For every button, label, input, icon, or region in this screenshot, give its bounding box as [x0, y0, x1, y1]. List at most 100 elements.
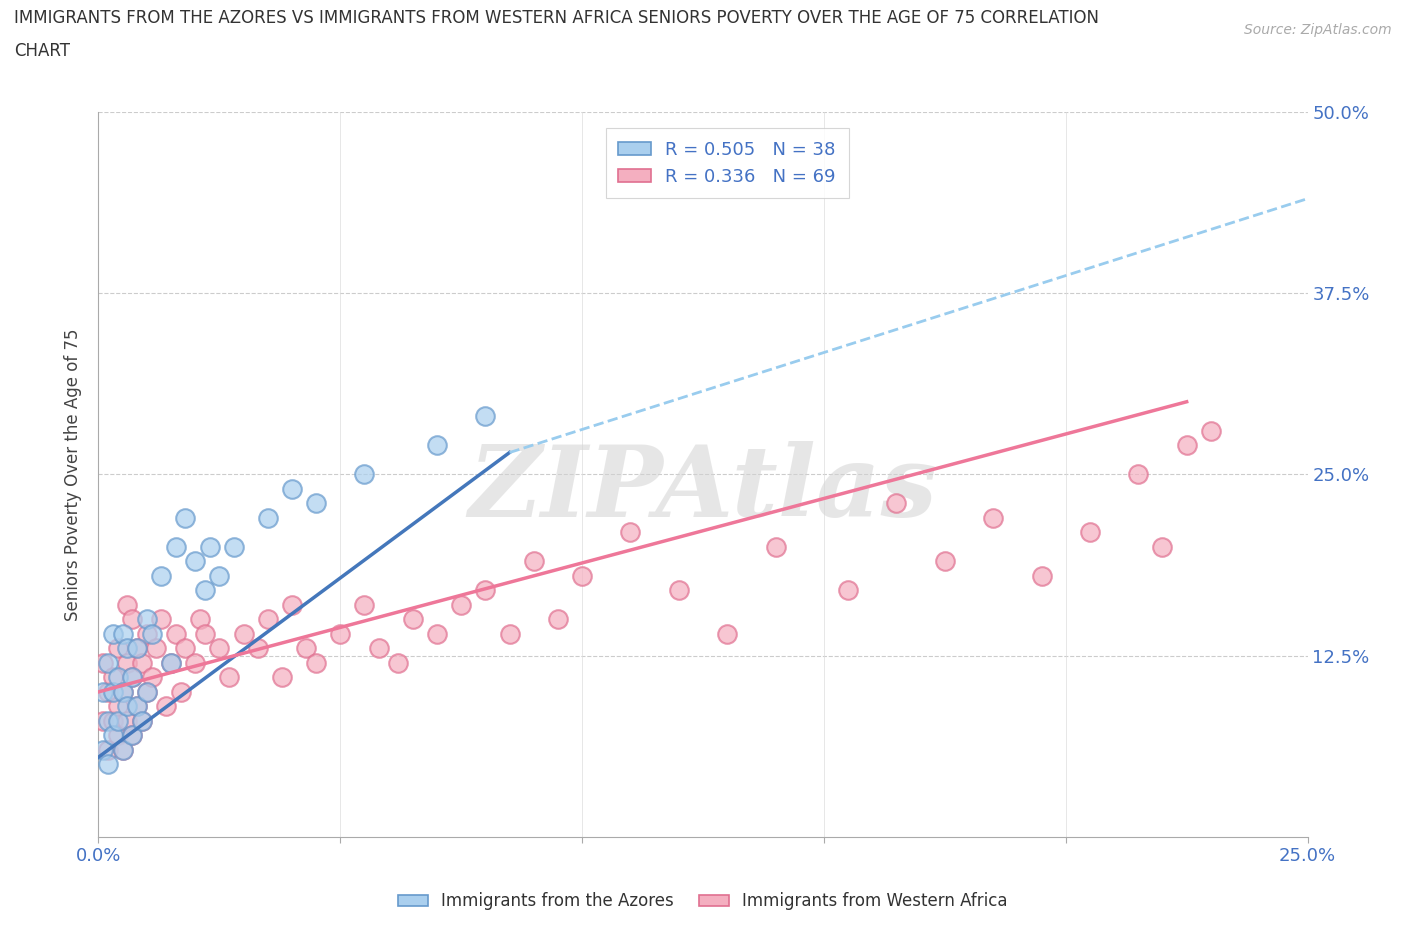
Point — [165, 539, 187, 554]
Point — [765, 539, 787, 554]
Point — [101, 713, 124, 728]
Point — [305, 656, 328, 671]
Legend: R = 0.505   N = 38, R = 0.336   N = 69: R = 0.505 N = 38, R = 0.336 N = 69 — [606, 128, 849, 198]
Point — [426, 627, 449, 642]
Point — [107, 641, 129, 656]
Point — [1175, 438, 1198, 453]
Point — [117, 597, 139, 612]
Point — [131, 713, 153, 728]
Point — [101, 627, 124, 642]
Point — [135, 627, 157, 642]
Point — [981, 511, 1004, 525]
Point — [145, 641, 167, 656]
Point — [886, 496, 908, 511]
Point — [111, 742, 134, 757]
Point — [135, 684, 157, 699]
Point — [174, 641, 197, 656]
Point — [474, 409, 496, 424]
Point — [107, 713, 129, 728]
Point — [281, 597, 304, 612]
Point — [353, 467, 375, 482]
Point — [368, 641, 391, 656]
Point — [256, 612, 278, 627]
Point — [934, 554, 956, 569]
Point — [121, 670, 143, 684]
Point — [97, 656, 120, 671]
Point — [305, 496, 328, 511]
Point — [150, 612, 173, 627]
Point — [208, 641, 231, 656]
Point — [165, 627, 187, 642]
Point — [498, 627, 520, 642]
Point — [198, 539, 221, 554]
Point — [135, 612, 157, 627]
Point — [256, 511, 278, 525]
Point — [107, 728, 129, 743]
Point — [668, 583, 690, 598]
Point — [295, 641, 318, 656]
Text: CHART: CHART — [14, 42, 70, 60]
Point — [247, 641, 270, 656]
Point — [184, 656, 207, 671]
Point — [107, 670, 129, 684]
Point — [387, 656, 409, 671]
Point — [169, 684, 191, 699]
Point — [117, 656, 139, 671]
Point — [121, 728, 143, 743]
Point — [141, 627, 163, 642]
Point — [1078, 525, 1101, 539]
Point — [101, 670, 124, 684]
Point — [547, 612, 569, 627]
Point — [174, 511, 197, 525]
Point — [271, 670, 294, 684]
Point — [117, 699, 139, 714]
Point — [232, 627, 254, 642]
Point — [107, 699, 129, 714]
Point — [131, 656, 153, 671]
Point — [1199, 423, 1222, 438]
Point — [91, 656, 114, 671]
Point — [111, 684, 134, 699]
Text: Source: ZipAtlas.com: Source: ZipAtlas.com — [1244, 23, 1392, 37]
Point — [131, 713, 153, 728]
Y-axis label: Seniors Poverty Over the Age of 75: Seniors Poverty Over the Age of 75 — [65, 328, 83, 620]
Point — [127, 699, 149, 714]
Point — [111, 742, 134, 757]
Point — [97, 684, 120, 699]
Point — [353, 597, 375, 612]
Point — [160, 656, 183, 671]
Point — [194, 583, 217, 598]
Point — [97, 742, 120, 757]
Point — [1128, 467, 1150, 482]
Point — [1152, 539, 1174, 554]
Point — [135, 684, 157, 699]
Point — [121, 612, 143, 627]
Legend: Immigrants from the Azores, Immigrants from Western Africa: Immigrants from the Azores, Immigrants f… — [391, 885, 1015, 917]
Point — [155, 699, 177, 714]
Point — [97, 757, 120, 772]
Point — [281, 482, 304, 497]
Point — [837, 583, 859, 598]
Point — [91, 713, 114, 728]
Point — [101, 684, 124, 699]
Point — [150, 568, 173, 583]
Point — [716, 627, 738, 642]
Point — [426, 438, 449, 453]
Point — [218, 670, 240, 684]
Point — [208, 568, 231, 583]
Text: IMMIGRANTS FROM THE AZORES VS IMMIGRANTS FROM WESTERN AFRICA SENIORS POVERTY OVE: IMMIGRANTS FROM THE AZORES VS IMMIGRANTS… — [14, 9, 1099, 27]
Point — [402, 612, 425, 627]
Point — [91, 742, 114, 757]
Point — [117, 641, 139, 656]
Point — [619, 525, 641, 539]
Point — [121, 728, 143, 743]
Point — [111, 627, 134, 642]
Point — [91, 684, 114, 699]
Point — [160, 656, 183, 671]
Point — [141, 670, 163, 684]
Point — [571, 568, 593, 583]
Point — [127, 641, 149, 656]
Point — [127, 641, 149, 656]
Point — [1031, 568, 1053, 583]
Point — [450, 597, 472, 612]
